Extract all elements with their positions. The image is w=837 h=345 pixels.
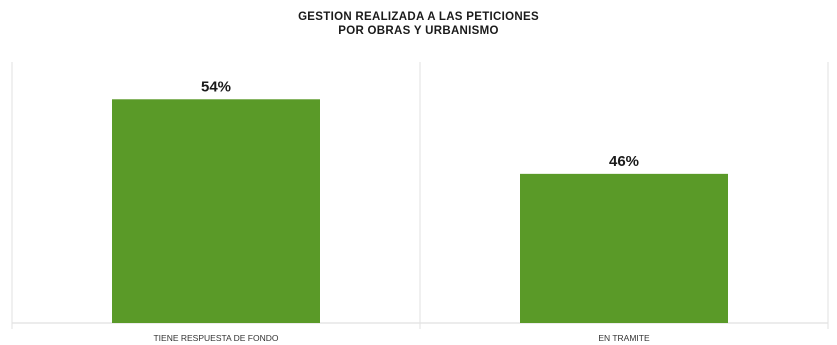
data-label-2: 46% <box>609 153 639 170</box>
category-label-1: TIENE RESPUESTA DE FONDO <box>153 333 278 343</box>
chart-title-line-1: GESTION REALIZADA A LAS PETICIONES <box>298 11 539 23</box>
bar-1 <box>112 99 320 324</box>
data-label-1: 54% <box>201 78 231 95</box>
category-label-2: EN TRAMITE <box>598 333 650 343</box>
bar-2 <box>520 173 728 323</box>
chart-title: GESTION REALIZADA A LAS PETICIONES POR O… <box>0 10 837 38</box>
chart-title-line-2: POR OBRAS Y URBANISMO <box>338 25 499 37</box>
category-labels-group: TIENE RESPUESTA DE FONDO EN TRAMITE <box>153 333 649 343</box>
data-labels-group: 54% 46% <box>201 78 639 170</box>
bars-group <box>112 99 728 324</box>
